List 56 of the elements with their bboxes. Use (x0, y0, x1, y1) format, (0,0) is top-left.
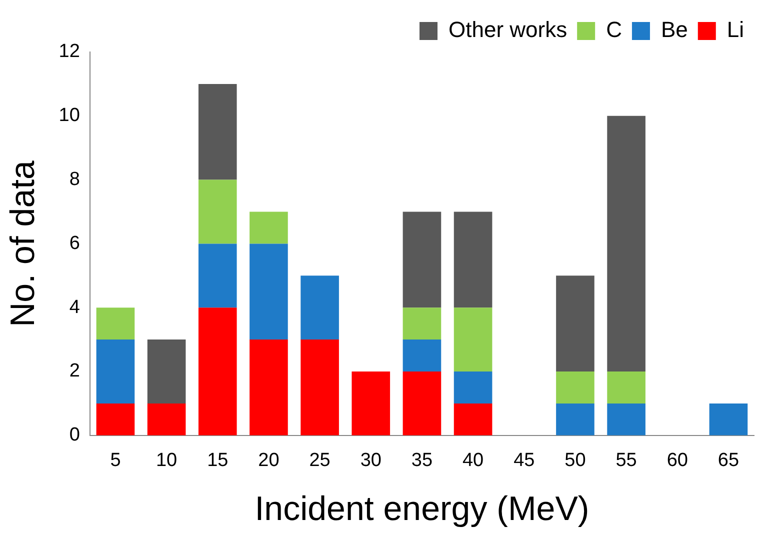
bar (96, 340, 135, 404)
bar (198, 244, 237, 308)
x-tick-label: 5 (110, 450, 121, 472)
x-tick-label: 50 (564, 450, 586, 472)
bar (454, 403, 492, 436)
bar (556, 372, 594, 404)
y-tick-label: 8 (69, 169, 80, 190)
x-tick-label: 10 (156, 450, 178, 472)
bar (250, 340, 288, 436)
bar (147, 403, 186, 436)
legend-label: C (606, 17, 622, 42)
bar (402, 308, 442, 340)
bar (454, 212, 492, 308)
x-tick-label: 20 (258, 450, 280, 472)
bar (454, 308, 492, 372)
legend-label: Be (660, 17, 688, 42)
y-tick-label: 2 (69, 360, 80, 382)
bar (402, 212, 442, 308)
bar (454, 372, 492, 404)
x-tick-label: 65 (718, 450, 740, 472)
bar (300, 276, 339, 340)
bar (96, 308, 135, 340)
y-tick-label: 10 (58, 105, 80, 126)
bar (198, 180, 237, 244)
bar (402, 372, 442, 436)
bar (556, 276, 594, 372)
x-tick-label: 45 (514, 450, 535, 472)
bar (147, 340, 186, 404)
bar (709, 403, 748, 436)
legend-label: Other works (448, 17, 568, 42)
y-tick-label: 12 (58, 41, 80, 62)
bar (607, 403, 646, 436)
bar (607, 372, 646, 404)
bar (402, 340, 442, 372)
x-tick-label: 40 (462, 450, 484, 472)
bar (300, 340, 339, 436)
legend-label: Li (726, 17, 744, 42)
x-tick-label: 55 (616, 450, 637, 472)
bar (352, 372, 390, 436)
x-tick-label: 30 (360, 450, 382, 472)
x-tick-label: 25 (309, 450, 330, 472)
y-tick-label: 0 (69, 424, 80, 446)
y-axis-title: No. of data (4, 160, 42, 327)
bar (250, 212, 288, 244)
x-tick-label: 15 (207, 450, 228, 472)
bar (607, 116, 646, 372)
x-tick-label: 60 (666, 450, 688, 472)
bar (250, 244, 288, 340)
x-tick-label: 35 (411, 450, 433, 472)
bar (198, 308, 237, 436)
bar (198, 84, 237, 180)
y-tick-label: 4 (69, 296, 80, 318)
y-tick-label: 6 (69, 232, 80, 254)
x-axis-title: Incident energy (MeV) (254, 490, 590, 528)
bar (556, 403, 594, 436)
bar (96, 403, 135, 436)
